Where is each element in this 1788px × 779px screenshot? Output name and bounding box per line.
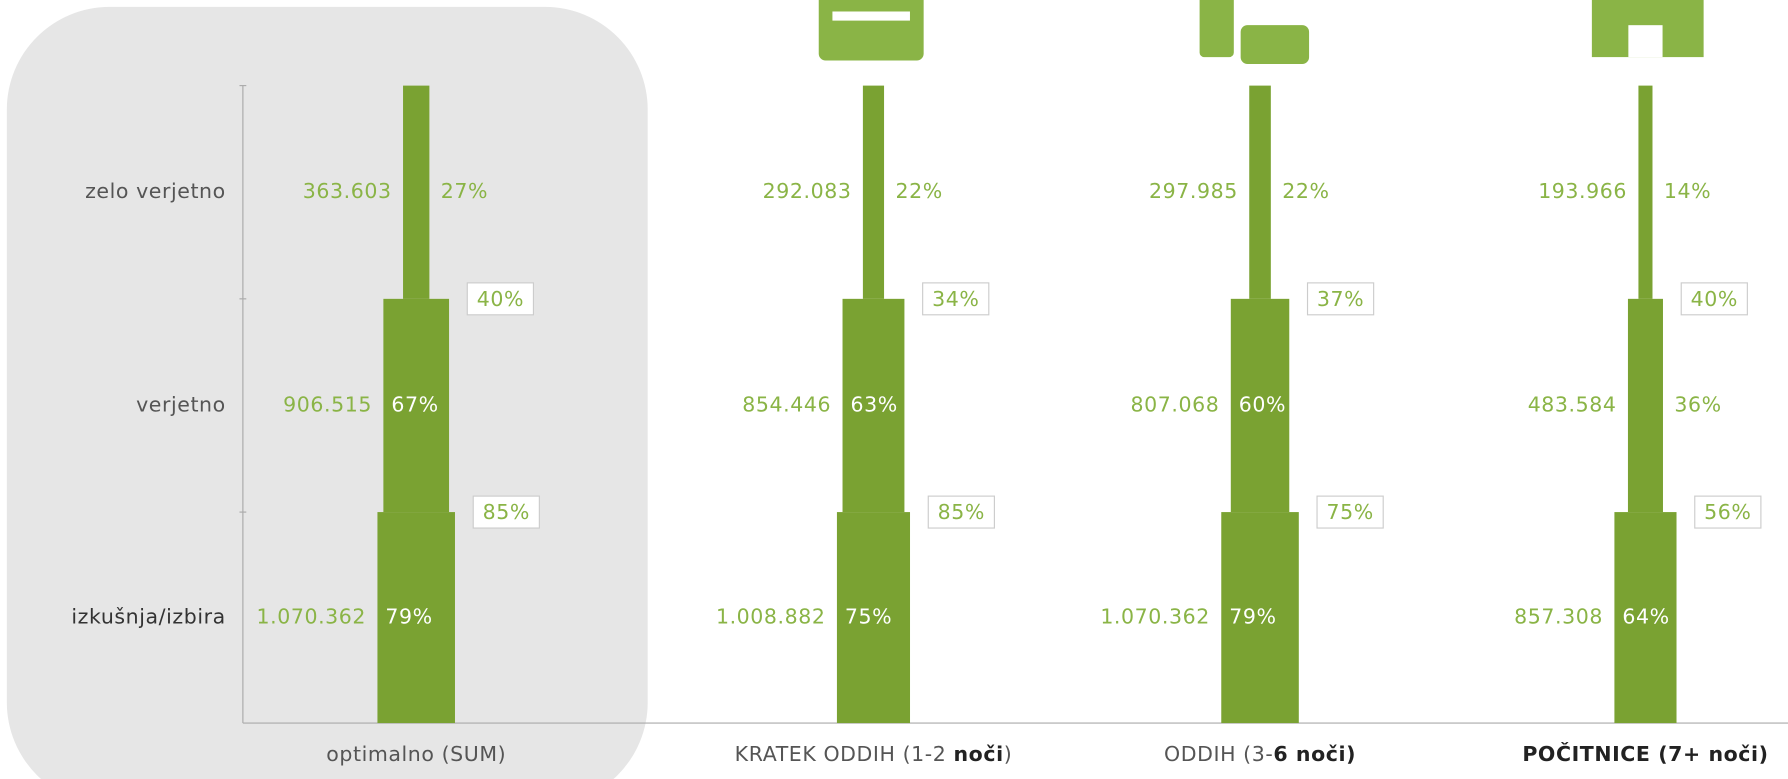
bar [1638, 85, 1653, 299]
value-label: 193.966 [1538, 179, 1627, 203]
bar [1230, 298, 1290, 513]
conversion-box [1680, 282, 1748, 316]
conversion-box [1306, 282, 1375, 316]
icon-luggage [1199, 0, 1234, 58]
highlight-panel [6, 6, 648, 779]
conversion-label: 40% [1691, 287, 1738, 311]
bar [836, 512, 911, 724]
value-label: 483.584 [1528, 392, 1617, 416]
value-label: 292.083 [763, 179, 852, 203]
share-label: 75% [845, 605, 892, 629]
column-label-part: POČITNICE (7+ noči) [1522, 741, 1768, 766]
share-label: 22% [1282, 179, 1329, 203]
conversion-label: 34% [932, 287, 979, 311]
share-label: 22% [895, 179, 942, 203]
icon-suitcase [818, 0, 924, 61]
value-label: 906.515 [283, 392, 372, 416]
icons [818, 0, 1704, 64]
share-label: 14% [1664, 179, 1711, 203]
bar [377, 512, 455, 724]
share-label: 67% [391, 392, 438, 416]
value-label: 297.985 [1149, 179, 1238, 203]
conversion-label: 56% [1704, 500, 1751, 524]
share-label: 79% [1229, 605, 1276, 629]
conversion-label: 85% [938, 500, 985, 524]
share-label: 79% [385, 605, 432, 629]
column-label: KRATEK ODDIH (1-2 noči) [735, 742, 1013, 766]
bar [1221, 512, 1299, 724]
bar [842, 298, 905, 513]
stage-label: izkušnja/izbira [71, 605, 225, 629]
value-label: 1.070.362 [1100, 605, 1210, 629]
conversion-label: 85% [483, 500, 530, 524]
bar [1249, 85, 1271, 299]
column-label-part: 6 noči) [1273, 742, 1356, 766]
column-label: POČITNICE (7+ noči) [1522, 741, 1768, 766]
conversion-label: 37% [1317, 287, 1364, 311]
bar [383, 298, 450, 513]
column-label-part: ODDIH (3- [1164, 742, 1273, 766]
bar [403, 85, 430, 299]
conversion-box [466, 282, 535, 316]
column-label: optimalno (SUM) [326, 742, 506, 766]
share-label: 64% [1622, 605, 1669, 629]
value-label: 363.603 [303, 179, 392, 203]
conversion-box [922, 282, 990, 316]
value-label: 854.446 [742, 392, 831, 416]
conversion-label: 40% [477, 287, 524, 311]
icon-luggage [1240, 25, 1310, 64]
share-label: 36% [1674, 392, 1721, 416]
column-label-part: ) [1004, 742, 1013, 766]
stage-label: verjetno [136, 392, 226, 416]
value-label: 807.068 [1131, 392, 1220, 416]
column-label-part: optimalno (SUM) [326, 742, 506, 766]
conversion-box [472, 495, 540, 529]
column-label-part: KRATEK ODDIH (1-2 [735, 742, 954, 766]
value-label: 1.070.362 [256, 605, 366, 629]
conversion-box [1694, 495, 1762, 529]
bar [1627, 298, 1663, 513]
icon-detail [832, 11, 910, 21]
column-label-part: noči [954, 742, 1004, 766]
bar [862, 85, 885, 299]
value-label: 1.008.882 [716, 605, 826, 629]
share-label: 63% [851, 392, 898, 416]
share-label: 60% [1239, 392, 1286, 416]
icon-detail [1628, 25, 1663, 58]
conversion-label: 75% [1326, 500, 1373, 524]
stage-label: zelo verjetno [85, 179, 226, 203]
value-label: 857.308 [1514, 605, 1603, 629]
bar [1614, 512, 1677, 724]
conversion-box [927, 495, 995, 529]
column-label: ODDIH (3-6 noči) [1164, 742, 1356, 766]
conversion-box [1316, 495, 1384, 529]
share-label: 27% [441, 179, 488, 203]
